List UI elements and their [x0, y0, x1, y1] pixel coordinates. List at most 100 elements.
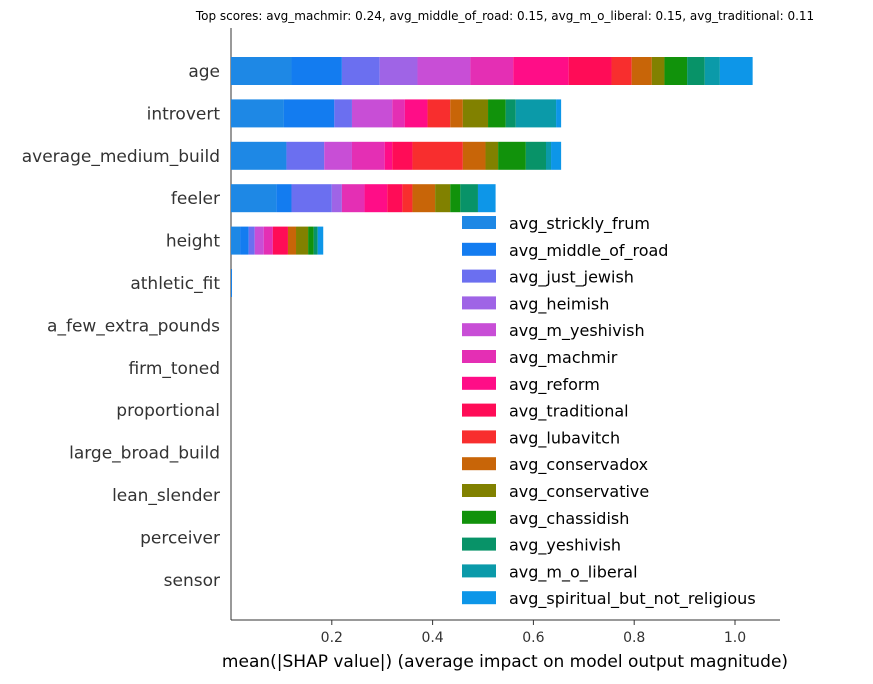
category-label: athletic_fit — [130, 274, 220, 294]
bar-segment — [283, 99, 335, 128]
bar-segment — [276, 184, 292, 213]
category-label: proportional — [116, 401, 220, 421]
x-tick-label: 1.0 — [724, 630, 746, 646]
bar-segment — [460, 184, 478, 213]
bar-segment — [462, 99, 489, 128]
bar-segment — [505, 99, 516, 128]
bar-segment — [412, 141, 463, 170]
legend-entry: avg_machmir — [509, 348, 618, 368]
legend-swatch — [462, 591, 496, 605]
category-label: a_few_extra_pounds — [47, 316, 220, 336]
category-label: introvert — [147, 104, 221, 124]
bar-segment — [331, 184, 342, 213]
bar-segment — [240, 226, 249, 255]
bar-segment — [364, 184, 388, 213]
legend-entry: avg_conservadox — [509, 455, 648, 475]
bar-segment — [384, 141, 393, 170]
legend-swatch — [462, 376, 496, 390]
legend-entry: avg_middle_of_road — [509, 241, 668, 261]
bar-segment — [324, 141, 352, 170]
legend-swatch — [462, 242, 496, 256]
legend-entry: avg_conservative — [509, 482, 649, 502]
chart-title: Top scores: avg_machmir: 0.24, avg_middl… — [195, 9, 814, 23]
legend-swatch — [462, 350, 496, 363]
legend-entry: avg_just_jewish — [509, 268, 634, 288]
bar-segment — [231, 269, 232, 297]
bar-segment — [546, 141, 552, 170]
bar-segment — [498, 141, 526, 170]
legend-entry: avg_m_o_liberal — [509, 562, 638, 582]
legend-entry: avg_chassidish — [509, 509, 629, 529]
legend-swatch — [462, 323, 496, 337]
bar-segment — [231, 184, 277, 213]
legend-entry: avg_lubavitch — [509, 428, 620, 448]
x-axis-label: mean(|SHAP value|) (average impact on mo… — [222, 652, 788, 672]
bar-segment — [427, 99, 451, 128]
category-label: height — [166, 232, 221, 252]
bar-segment — [485, 141, 499, 170]
bar-segment — [417, 57, 471, 85]
bar-segment — [231, 141, 287, 170]
bar-segment — [412, 184, 436, 213]
bar-segment — [296, 226, 309, 255]
legend-entry: avg_spiritual_but_not_religious — [509, 589, 756, 609]
x-tick-label: 0.8 — [623, 630, 645, 646]
bar-segment — [263, 226, 273, 255]
bar-segment — [568, 57, 612, 85]
bar-segment — [488, 99, 506, 128]
x-tick-label: 0.2 — [321, 630, 343, 646]
bar-segment — [254, 226, 264, 255]
category-label: large_broad_build — [69, 444, 220, 464]
bar-segment — [287, 226, 297, 255]
category-label: age — [188, 62, 220, 82]
bar-segment — [231, 57, 292, 85]
bar-segment — [351, 141, 385, 170]
bar-segment — [477, 184, 496, 213]
bar-segment — [231, 226, 241, 255]
category-label: sensor — [164, 571, 220, 591]
bar-segment — [651, 57, 665, 85]
bar-segment — [450, 184, 461, 213]
category-label: average_medium_build — [22, 147, 220, 167]
bar-segment — [351, 99, 393, 128]
x-tick-label: 0.4 — [421, 630, 443, 646]
legend-entry: avg_m_yeshivish — [509, 321, 645, 341]
legend-swatch — [462, 296, 496, 310]
legend-swatch — [462, 484, 496, 497]
bar-segment — [450, 99, 463, 128]
bar-segment — [551, 141, 562, 170]
bar-segment — [611, 57, 632, 85]
legend-swatch — [462, 510, 496, 524]
bar-segment — [231, 269, 233, 297]
legend-swatch — [462, 564, 496, 578]
category-label: lean_slender — [112, 486, 220, 506]
bar-segment — [231, 99, 284, 128]
category-label: firm_toned — [128, 359, 220, 379]
bar-segment — [631, 57, 652, 85]
bar-segment — [470, 57, 514, 85]
legend-swatch — [462, 537, 496, 551]
legend-swatch — [462, 430, 496, 444]
bar-segment — [719, 57, 753, 85]
category-label: feeler — [171, 189, 220, 209]
bar-segment — [687, 57, 705, 85]
legend-entry: avg_yeshivish — [509, 536, 621, 556]
legend-swatch — [462, 216, 496, 229]
bar-segment — [462, 141, 486, 170]
bar-segment — [341, 184, 365, 213]
bar-segment — [317, 226, 324, 255]
bar-segment — [704, 57, 720, 85]
bar-segment — [435, 184, 451, 213]
bar-segment — [392, 99, 405, 128]
bar-segment — [286, 141, 325, 170]
bar-segment — [402, 184, 413, 213]
bar-segment — [341, 57, 380, 85]
bar-segment — [404, 99, 428, 128]
bar-segment — [515, 99, 557, 128]
bar-segment — [248, 226, 255, 255]
legend-swatch — [462, 457, 496, 471]
bar-segment — [291, 57, 342, 85]
bar-segment — [525, 141, 546, 170]
bar-segment — [392, 141, 413, 170]
